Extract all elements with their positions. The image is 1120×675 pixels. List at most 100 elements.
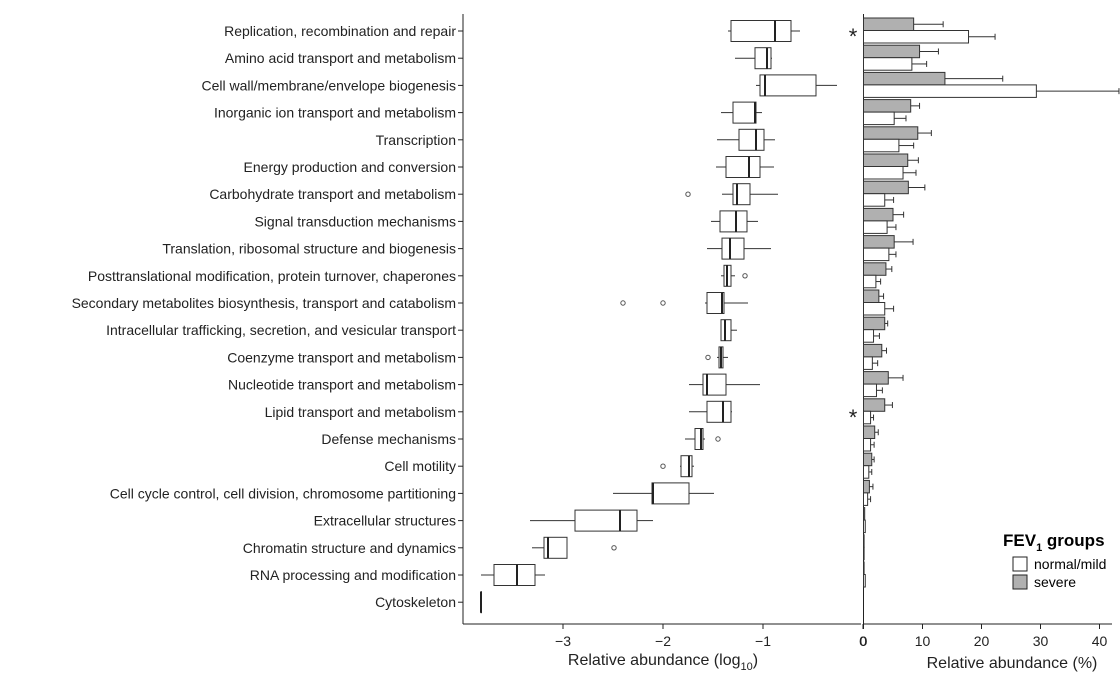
bar-normal-mild bbox=[863, 247, 890, 262]
legend-label-normal-mild: normal/mild bbox=[1034, 556, 1106, 572]
bar-severe bbox=[863, 479, 870, 494]
box bbox=[493, 564, 536, 586]
bar-severe bbox=[863, 452, 873, 467]
category-label: Cell wall/membrane/envelope biogenesis bbox=[202, 77, 456, 93]
bar-severe bbox=[863, 289, 880, 303]
barchart-panel: 0 10 20 30 40 * * bbox=[849, 14, 1120, 649]
bar-normal-mild bbox=[863, 546, 865, 561]
bar-normal-mild bbox=[863, 519, 866, 534]
category-label: RNA processing and modification bbox=[250, 567, 456, 583]
bar-severe bbox=[863, 71, 946, 86]
bar-normal-mild bbox=[863, 193, 886, 207]
bar-severe bbox=[863, 126, 919, 140]
outlier-point bbox=[715, 436, 721, 442]
bar-normal-mild bbox=[863, 274, 877, 289]
bar-normal-mild bbox=[863, 465, 870, 479]
bar-normal-mild bbox=[863, 166, 904, 180]
bar-severe bbox=[863, 44, 921, 59]
bar-severe bbox=[863, 561, 865, 575]
legend-swatch-normal-mild bbox=[1012, 556, 1028, 572]
bar-normal-mild bbox=[863, 138, 900, 153]
boxplot-x-tick-label: −3 bbox=[555, 633, 571, 649]
category-labels: Replication, recombination and repair Ami… bbox=[72, 23, 463, 610]
outlier-point bbox=[611, 545, 617, 551]
bar-severe bbox=[863, 262, 887, 276]
boxplot-x-axis-label: Relative abundance (log10) bbox=[568, 652, 758, 673]
category-label: Energy production and conversion bbox=[244, 159, 456, 175]
category-label: Chromatin structure and dynamics bbox=[243, 540, 456, 556]
box bbox=[732, 183, 751, 206]
barchart-x-tick-label: 20 bbox=[974, 633, 990, 649]
bar-severe bbox=[863, 17, 915, 31]
bar-severe bbox=[863, 425, 876, 439]
boxplot-panel: −3 −2 −1 0 bbox=[462, 14, 867, 649]
outlier-point bbox=[685, 191, 691, 197]
bar-normal-mild bbox=[863, 329, 875, 343]
bar-normal-mild bbox=[863, 57, 913, 71]
legend-swatch-severe bbox=[1012, 574, 1028, 590]
bar-severe bbox=[863, 343, 883, 358]
bar-severe bbox=[863, 153, 909, 167]
category-label: Intracellular trafficking, secretion, an… bbox=[106, 322, 456, 338]
category-label: Inorganic ion transport and metabolism bbox=[214, 105, 456, 121]
outlier-point bbox=[705, 354, 711, 361]
significance-asterisk: * bbox=[849, 405, 858, 430]
bar-normal-mild bbox=[863, 492, 869, 506]
bar-severe bbox=[863, 99, 912, 113]
bar-normal-mild bbox=[863, 302, 886, 316]
box bbox=[719, 210, 748, 233]
box bbox=[738, 128, 765, 151]
bar-severe bbox=[863, 180, 909, 195]
category-label: Translation, ribosomal structure and bio… bbox=[162, 241, 456, 257]
box bbox=[730, 20, 792, 42]
bar-severe bbox=[863, 507, 866, 521]
bar-severe bbox=[863, 371, 889, 385]
category-label: Amino acid transport and metabolism bbox=[225, 50, 456, 66]
box bbox=[574, 509, 638, 532]
boxplot-x-tick-label: 0 bbox=[859, 633, 867, 649]
box bbox=[680, 455, 693, 478]
box bbox=[721, 237, 745, 260]
barchart-x-tick-label: 10 bbox=[915, 633, 931, 649]
outlier-point bbox=[620, 300, 626, 306]
barchart-x-tick-label: 30 bbox=[1033, 633, 1049, 649]
category-label: Cell cycle control, cell division, chrom… bbox=[110, 485, 456, 501]
barchart-x-axis-label: Relative abundance (%) bbox=[927, 655, 1098, 672]
legend: FEV1 groups normal/mild severe bbox=[1003, 531, 1106, 590]
category-label: Extracellular structures bbox=[314, 513, 456, 529]
bar-severe bbox=[863, 534, 865, 548]
bar-normal-mild bbox=[863, 84, 1037, 98]
outlier-point bbox=[660, 463, 666, 469]
bar-normal-mild bbox=[863, 574, 866, 588]
outlier-point bbox=[660, 300, 666, 306]
bar-normal-mild bbox=[863, 438, 872, 452]
category-label: Nucleotide transport and metabolism bbox=[228, 377, 456, 393]
box bbox=[759, 74, 817, 97]
bar-normal-mild bbox=[863, 356, 873, 370]
bar-normal-mild bbox=[863, 220, 888, 234]
boxplot-x-tick-label: −1 bbox=[755, 633, 771, 649]
bar-normal-mild bbox=[863, 30, 970, 44]
bar-severe bbox=[863, 316, 886, 331]
barchart-x-tick-label: 0 bbox=[860, 633, 868, 649]
category-label: Replication, recombination and repair bbox=[224, 23, 456, 39]
box bbox=[702, 373, 727, 396]
category-label: Signal transduction mechanisms bbox=[254, 213, 456, 229]
box bbox=[694, 428, 704, 450]
category-label: Lipid transport and metabolism bbox=[265, 404, 456, 420]
category-label: Cell motility bbox=[384, 458, 456, 474]
category-label: Transcription bbox=[376, 132, 456, 148]
bar-severe bbox=[863, 398, 886, 412]
category-label: Cytoskeleton bbox=[375, 594, 456, 610]
box bbox=[706, 400, 732, 423]
bar-severe bbox=[863, 207, 894, 222]
bar-normal-mild bbox=[863, 410, 872, 425]
category-label: Defense mechanisms bbox=[321, 431, 456, 447]
category-label: Coenzyme transport and metabolism bbox=[227, 349, 456, 365]
bar-severe bbox=[863, 235, 895, 249]
barchart-x-tick-label: 40 bbox=[1092, 633, 1108, 649]
box bbox=[706, 292, 725, 314]
outlier-point bbox=[742, 273, 748, 279]
significance-asterisk: * bbox=[849, 24, 858, 49]
